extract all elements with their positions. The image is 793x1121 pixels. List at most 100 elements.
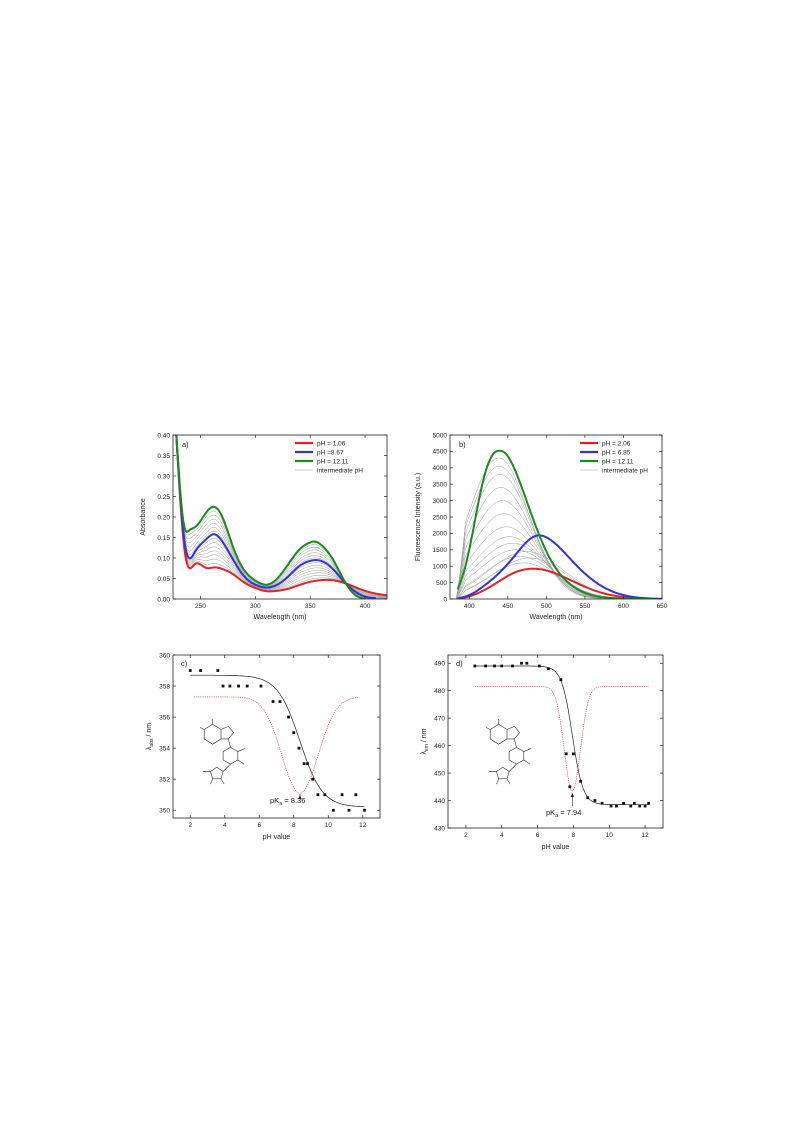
data-point <box>302 762 306 766</box>
x-tick-label: 650 <box>657 603 668 610</box>
sugar-ring <box>203 763 231 785</box>
intermediate-ph-curve <box>456 562 662 599</box>
y-tick-label: 3500 <box>433 482 448 489</box>
data-point <box>609 804 613 808</box>
x-tick-label: 10 <box>325 822 333 829</box>
green-ph-curve <box>175 435 366 599</box>
pka-subscript: a <box>555 813 559 819</box>
data-point <box>520 661 523 665</box>
y-tick-label: 470 <box>434 715 445 722</box>
pka-value: = 8.36 <box>282 796 305 805</box>
y-tick-label: 0.20 <box>157 514 170 521</box>
data-point <box>559 678 563 682</box>
data-point <box>245 684 249 688</box>
intermediate-ph-curve <box>176 435 387 596</box>
x-axis-label: pH value <box>263 834 291 841</box>
data-point <box>622 801 625 805</box>
legend-label: pH = 12.11 <box>602 459 634 466</box>
intermediate-ph-curve <box>176 435 387 597</box>
y-tick-label: 450 <box>434 770 445 777</box>
intermediate-ph-curve <box>455 465 662 599</box>
data-point <box>332 808 335 812</box>
y-tick-label: 360 <box>159 652 170 659</box>
x-tick-label: 400 <box>464 603 475 610</box>
y-tick-label: 2000 <box>433 531 448 538</box>
molecule-structure <box>199 719 246 785</box>
y-tick-label: 350 <box>159 808 170 815</box>
data-point <box>500 664 504 668</box>
data-point <box>340 793 344 797</box>
y-axis-label-unit: / nm <box>146 723 153 739</box>
data-point <box>632 801 636 805</box>
x-tick-label: 10 <box>606 832 614 839</box>
pka-arrowhead <box>298 795 302 800</box>
x-axis-label: Wavelength (nm) <box>529 614 582 621</box>
panel-label: b) <box>459 440 466 449</box>
plot-area <box>455 449 662 599</box>
derivative-curve <box>474 686 649 792</box>
y-tick-label: 0.30 <box>157 473 170 480</box>
data-point <box>363 808 366 812</box>
data-point <box>311 777 315 781</box>
y-tick-label: 0.25 <box>157 494 170 501</box>
pka-arrowhead <box>570 792 575 797</box>
legend-label: pH =8.67 <box>317 450 344 457</box>
data-point <box>638 804 642 808</box>
y-tick-label: 0.00 <box>157 596 170 603</box>
legend-label: intermediate pH <box>317 468 363 475</box>
panel-b-fluorescence-chart: 400 450 500 550 600 650 0 500 1000 1500 2000 2500 30… <box>415 432 668 621</box>
y-axis-label: Absorbance <box>140 498 147 535</box>
legend-label: pH = 1.06 <box>317 441 346 448</box>
data-point <box>629 804 633 808</box>
blue-ph-curve <box>457 534 662 599</box>
y-axis-label-subscript: em <box>424 744 430 751</box>
data-point <box>493 664 496 668</box>
x-tick-label: 550 <box>579 603 590 610</box>
data-point <box>354 793 358 797</box>
plot-frame <box>447 654 664 829</box>
x-tick-label: 6 <box>536 832 540 839</box>
plot-area <box>175 435 387 599</box>
pka-annotation: pKa = 7.94 <box>546 808 581 819</box>
y-tick-label: 1500 <box>433 547 448 554</box>
y-tick-label: 480 <box>434 688 445 695</box>
x-tick-label: 300 <box>250 603 261 610</box>
x-tick-label: 2 <box>464 832 468 839</box>
y-tick-label: 352 <box>159 776 170 783</box>
molecule-bonds <box>199 719 246 765</box>
data-point <box>221 684 225 688</box>
y-tick-label: 5000 <box>433 432 448 439</box>
y-tick-label: 354 <box>159 745 170 752</box>
y-axis-label-symbol: λ <box>146 746 153 750</box>
plot-frame <box>172 654 381 819</box>
data-point <box>188 669 192 672</box>
blue-ph-curve <box>175 435 377 599</box>
y-tick-label: 356 <box>159 714 170 721</box>
y-tick-label: 430 <box>434 825 445 832</box>
y-axis-label-unit: / nm <box>421 728 428 744</box>
y-tick-label: 460 <box>434 743 445 750</box>
derivative-curve <box>193 696 360 794</box>
pka-prefix: pK <box>270 796 279 805</box>
data-point <box>537 664 541 668</box>
y-axis-label: Fluorescence Intensity (a.u.) <box>415 473 422 561</box>
panel-label: d) <box>456 659 463 668</box>
x-tick-label: 350 <box>305 603 316 610</box>
y-tick-label: 0.10 <box>157 555 170 562</box>
data-point <box>647 801 651 805</box>
pka-prefix: pK <box>546 808 555 817</box>
x-tick-label: 8 <box>572 832 576 839</box>
data-point <box>484 664 488 668</box>
y-axis-label-subscript: abs <box>149 738 155 747</box>
legend-label: pH = 12.11 <box>317 459 349 466</box>
y-tick-label: 500 <box>436 580 447 587</box>
data-point <box>525 661 529 665</box>
green-ph-curve <box>456 449 655 599</box>
y-tick-label: 1000 <box>433 564 448 571</box>
legend-label: pH = 6.85 <box>602 450 631 457</box>
panel-a-absorbance-chart: 250 300 350 400 0.00 0.05 0.10 0.15 0.20 0.25 0.30… <box>140 432 388 621</box>
x-tick-label: 500 <box>541 603 552 610</box>
data-point <box>511 664 514 668</box>
data-point <box>643 804 647 808</box>
data-point <box>593 799 597 802</box>
